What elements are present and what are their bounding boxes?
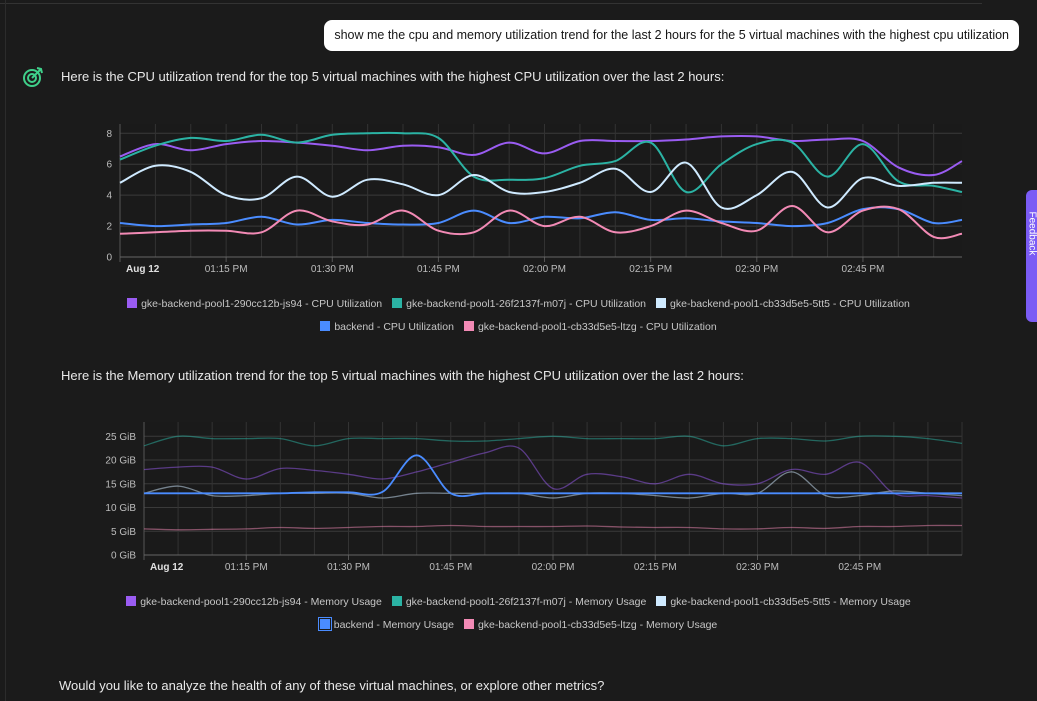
memory-y-tick-label: 25 GiB: [105, 432, 136, 443]
cpu-legend-item[interactable]: backend - CPU Utilization: [320, 316, 454, 339]
legend-swatch: [391, 596, 402, 606]
memory-legend: gke-backend-pool1-290cc12b-js94 - Memory…: [0, 591, 1037, 637]
cpu-y-tick-label: 6: [106, 160, 112, 171]
cpu-chart: 0 2 4 6 8 Aug 12 01:15 PM 01:30 PM 01:45 PM 02:00…: [100, 120, 980, 285]
legend-swatch: [463, 321, 474, 331]
memory-x-tick-label: 02:15 PM: [634, 562, 677, 573]
memory-chart: 0 GiB 5 GiB 10 GiB 15 GiB 20 GiB 25 GiB Aug 12…: [100, 418, 980, 583]
legend-label: gke-backend-pool1-26f2137f-m07j - Memory…: [405, 596, 647, 608]
cpu-plot-area: [120, 124, 962, 257]
legend-label: gke-backend-pool1-cb33d5e5-5tt5 - CPU Ut…: [670, 298, 910, 310]
legend-swatch: [126, 596, 137, 606]
cpu-legend-item[interactable]: gke-backend-pool1-290cc12b-js94 - CPU Ut…: [127, 293, 382, 316]
cpu-x-tick-label: Aug 12: [126, 264, 160, 275]
memory-x-tick-label: 01:15 PM: [225, 562, 268, 573]
legend-swatch: [656, 298, 667, 308]
memory-legend-row: backend - Memory Usage gke-backend-pool1-…: [0, 614, 1037, 637]
cpu-y-tick-label: 8: [106, 129, 112, 140]
legend-swatch: [320, 321, 331, 331]
memory-x-tick-label: 01:30 PM: [327, 562, 370, 573]
cpu-legend-item[interactable]: gke-backend-pool1-26f2137f-m07j - CPU Ut…: [392, 293, 646, 316]
cpu-x-tick-label: 01:15 PM: [205, 264, 248, 275]
cpu-x-tick-label: 01:30 PM: [311, 264, 354, 275]
cpu-legend-row: gke-backend-pool1-290cc12b-js94 - CPU Ut…: [0, 293, 1037, 316]
memory-y-tick-label: 5 GiB: [111, 527, 136, 538]
legend-swatch: [392, 298, 403, 308]
followup-text: Would you like to analyze the health of …: [59, 678, 605, 693]
user-message: show me the cpu and memory utilization t…: [324, 20, 1019, 51]
memory-intro-text: Here is the Memory utilization trend for…: [61, 368, 744, 383]
feedback-tab-label: Feedback: [1026, 211, 1037, 256]
cpu-x-tick-label: 02:15 PM: [629, 264, 672, 275]
feedback-tab[interactable]: Feedback: [1026, 190, 1037, 322]
legend-label: gke-backend-pool1-26f2137f-m07j - CPU Ut…: [406, 298, 647, 310]
cpu-legend-item[interactable]: gke-backend-pool1-cb33d5e5-ltzg - CPU Ut…: [463, 316, 717, 339]
cpu-intro-text: Here is the CPU utilization trend for th…: [61, 69, 725, 84]
cpu-series-line-1[interactable]: [119, 134, 963, 177]
cpu-legend: gke-backend-pool1-290cc12b-js94 - CPU Ut…: [0, 293, 1037, 339]
memory-series-line-2[interactable]: [143, 435, 963, 447]
memory-x-tick-label: 02:45 PM: [838, 562, 881, 573]
cpu-x-tick-label: 02:45 PM: [842, 264, 885, 275]
memory-series-line-1[interactable]: [143, 445, 963, 499]
top-divider: [0, 3, 982, 4]
memory-y-tick-label: 10 GiB: [105, 503, 136, 514]
legend-swatch: [127, 298, 138, 308]
cpu-legend-row: backend - CPU Utilization gke-backend-poo…: [0, 316, 1037, 339]
legend-label: gke-backend-pool1-290cc12b-js94 - Memory…: [140, 596, 382, 608]
cpu-x-tick-label: 01:45 PM: [417, 264, 460, 275]
legend-label: backend - CPU Utilization: [334, 321, 454, 333]
memory-series-line-5[interactable]: [143, 524, 963, 531]
cpu-legend-item[interactable]: gke-backend-pool1-cb33d5e5-5tt5 - CPU Ut…: [656, 293, 910, 316]
cpu-x-tick-label: 02:30 PM: [735, 264, 778, 275]
memory-legend-item[interactable]: gke-backend-pool1-cb33d5e5-ltzg - Memory…: [463, 614, 718, 637]
memory-legend-item[interactable]: gke-backend-pool1-290cc12b-js94 - Memory…: [126, 591, 382, 614]
legend-swatch: [463, 619, 474, 629]
legend-label: backend - Memory Usage: [333, 619, 454, 631]
memory-y-tick-label: 15 GiB: [105, 479, 136, 490]
cpu-series-line-4[interactable]: [119, 206, 963, 228]
legend-label: gke-backend-pool1-290cc12b-js94 - CPU Ut…: [141, 298, 383, 310]
legend-swatch: [656, 596, 667, 606]
left-divider: [5, 0, 6, 701]
legend-label: gke-backend-pool1-cb33d5e5-ltzg - CPU Ut…: [477, 321, 717, 333]
cpu-y-tick-label: 2: [106, 222, 112, 233]
memory-y-tick-label: 20 GiB: [105, 456, 136, 467]
memory-x-tick-label: Aug 12: [150, 562, 184, 573]
memory-legend-row: gke-backend-pool1-290cc12b-js94 - Memory…: [0, 591, 1037, 614]
cpu-series-line-2[interactable]: [119, 131, 963, 194]
cpu-y-tick-label: 0: [106, 253, 112, 264]
memory-x-tick-label: 01:45 PM: [429, 562, 472, 573]
memory-y-tick-label: 0 GiB: [111, 551, 136, 562]
memory-x-tick-label: 02:00 PM: [532, 562, 575, 573]
legend-swatch: [317, 617, 332, 631]
memory-legend-item[interactable]: backend - Memory Usage: [317, 614, 454, 637]
cpu-series-line-3[interactable]: [119, 161, 963, 210]
assistant-target-icon: [23, 67, 43, 87]
cpu-x-tick-label: 02:00 PM: [523, 264, 566, 275]
legend-label: gke-backend-pool1-cb33d5e5-5tt5 - Memory…: [670, 596, 911, 608]
cpu-y-tick-label: 4: [106, 191, 112, 202]
memory-legend-item[interactable]: gke-backend-pool1-cb33d5e5-5tt5 - Memory…: [656, 591, 911, 614]
cpu-series-line-5[interactable]: [119, 204, 963, 240]
memory-x-tick-label: 02:30 PM: [736, 562, 779, 573]
legend-label: gke-backend-pool1-cb33d5e5-ltzg - Memory…: [477, 619, 718, 631]
memory-series-line-4[interactable]: [143, 454, 962, 497]
memory-legend-item[interactable]: gke-backend-pool1-26f2137f-m07j - Memory…: [391, 591, 647, 614]
